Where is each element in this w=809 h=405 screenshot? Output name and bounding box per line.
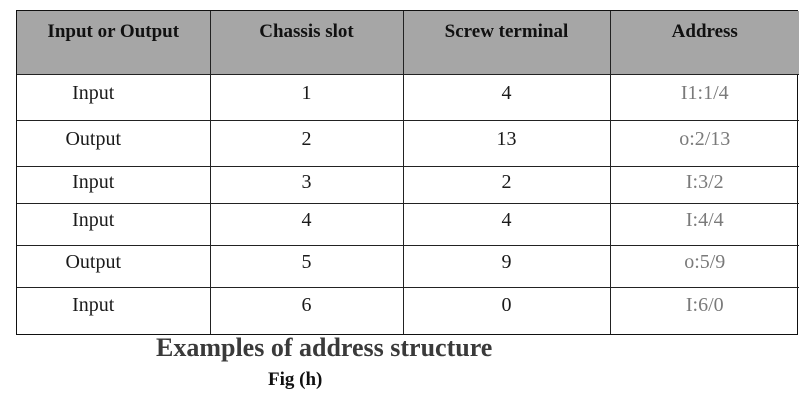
cell-slot: 6 (210, 287, 404, 334)
cell-terminal: 4 (403, 74, 611, 121)
cell-slot: 3 (210, 166, 404, 204)
table-row: Input 6 0 I:6/0 (17, 287, 799, 334)
cell-type-text: Input (72, 171, 115, 193)
table-row: Output 2 13 o:2/13 (17, 120, 799, 167)
cell-type-text: Output (65, 128, 122, 150)
figure-caption: Examples of address structure (156, 333, 493, 362)
cell-type-text: Input (72, 209, 115, 231)
cell-address: I1:1/4 (610, 74, 799, 121)
cell-type: Input (17, 166, 211, 204)
cell-type: Input (17, 203, 211, 246)
cell-address: I:4/4 (610, 203, 799, 246)
cell-type-text: Input (72, 82, 115, 104)
cell-address: o:5/9 (610, 245, 799, 288)
address-table-frame: Input or Output Chassis slot Screw termi… (16, 10, 799, 335)
cell-type: Input (17, 74, 211, 121)
cell-terminal: 9 (403, 245, 611, 288)
cell-terminal: 4 (403, 203, 611, 246)
cell-slot: 1 (210, 74, 404, 121)
cell-slot: 4 (210, 203, 404, 246)
cell-type: Input (17, 287, 211, 334)
cell-type: Output (17, 120, 211, 167)
header-chassis-slot: Chassis slot (210, 11, 404, 75)
header-input-or-output: Input or Output (17, 11, 211, 75)
header-screw-terminal: Screw terminal (403, 11, 611, 75)
cell-slot: 5 (210, 245, 404, 288)
table-header-row: Input or Output Chassis slot Screw termi… (17, 11, 799, 75)
table-row: Input 3 2 I:3/2 (17, 166, 799, 204)
cell-address: o:2/13 (610, 120, 799, 167)
header-address: Address (610, 11, 799, 75)
cell-terminal: 0 (403, 287, 611, 334)
cell-terminal: 2 (403, 166, 611, 204)
table-row: Input 1 4 I1:1/4 (17, 74, 799, 121)
cell-type: Output (17, 245, 211, 288)
cell-address: I:3/2 (610, 166, 799, 204)
address-table: Input or Output Chassis slot Screw termi… (17, 11, 799, 334)
table-row: Output 5 9 o:5/9 (17, 245, 799, 288)
cell-address: I:6/0 (685, 294, 724, 316)
cell-type-text: Input (72, 294, 115, 316)
cell-type-text: Output (65, 251, 122, 273)
figure-label: Fig (h) (268, 369, 323, 390)
cell-slot: 2 (210, 120, 404, 167)
cell-terminal: 13 (403, 120, 611, 167)
table-row: Input 4 4 I:4/4 (17, 203, 799, 246)
